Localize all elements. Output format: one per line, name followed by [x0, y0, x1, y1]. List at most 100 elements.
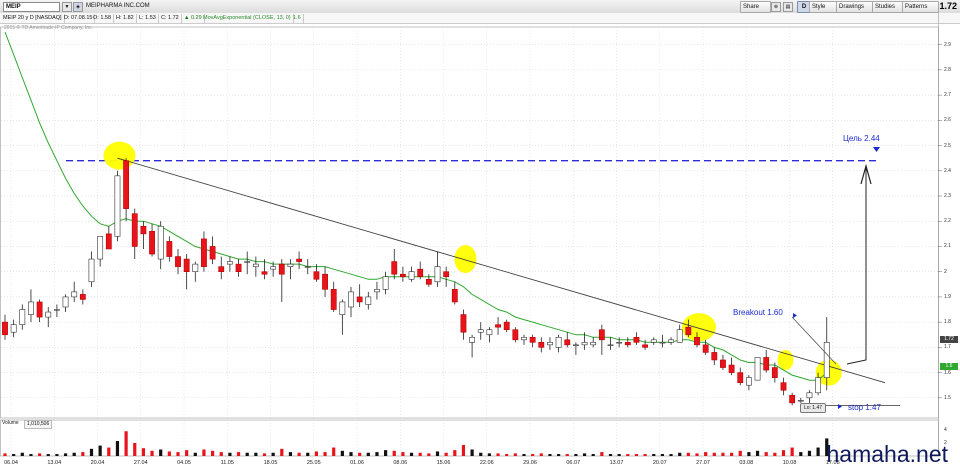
candle-body [278, 263, 285, 275]
volume-bar [461, 444, 466, 456]
volume-bar [12, 454, 16, 456]
x-tick-label: 04.05 [177, 460, 191, 466]
patterns-label: Patterns [905, 4, 928, 10]
candle-body [28, 301, 34, 315]
volume-bar [747, 452, 751, 456]
volume-bar [375, 452, 379, 456]
candle-body [244, 261, 251, 263]
study-cell[interactable]: MovAvgExponential (CLOSE, 13, 0) [201, 14, 294, 23]
candle-body [797, 400, 804, 402]
change-cell: ▲ 0.29 [182, 14, 205, 23]
y-tick-label: 2.6 [944, 117, 951, 124]
candle-body [659, 342, 666, 344]
candle-body [720, 359, 726, 368]
candle-body [711, 352, 718, 361]
y-tick-label: 2.4 [944, 167, 951, 174]
x-tick-label: 15.06 [436, 460, 451, 466]
x-tick-label: 10.08 [782, 460, 797, 466]
volume-bar [686, 452, 690, 456]
highlight-marker [103, 141, 136, 170]
volume-bar [366, 452, 370, 456]
zoom-icon[interactable]: ⊕ [771, 2, 781, 12]
instrument-cell: MEIP 20 y D [NASDAQ] [1, 14, 65, 23]
candle-body [624, 342, 631, 346]
candle-body [183, 258, 190, 272]
volume-bar [384, 450, 388, 456]
study-value-cell: 1.6 [291, 14, 304, 23]
candle-body [607, 344, 614, 346]
candle-body [304, 266, 311, 268]
volume-bar [63, 453, 68, 456]
volume-bar [695, 453, 699, 456]
symbol-input[interactable]: MEIP [3, 2, 60, 12]
symbol-dropdown-icon[interactable]: ▼ [62, 2, 72, 12]
candle-body [227, 261, 233, 265]
candle-body [408, 271, 415, 280]
patterns-button[interactable]: Patterns [902, 1, 939, 13]
candle-body [235, 263, 242, 272]
candle-body [676, 329, 683, 343]
candle-body [650, 339, 657, 343]
volume-bar [228, 452, 232, 456]
volume-bar [3, 453, 7, 456]
timeframe-icon[interactable]: ▤ [783, 2, 793, 12]
x-tick-label: 27.07 [696, 460, 710, 466]
candle-body [780, 382, 787, 391]
candle-body [123, 160, 129, 209]
candle-body [218, 266, 225, 272]
candle-body [252, 263, 259, 267]
volume-bar [115, 441, 120, 456]
x-tick-label: 13.04 [47, 460, 62, 466]
volume-bar [704, 452, 708, 456]
y-tick-label: 2.5 [944, 142, 951, 149]
candle-body [261, 271, 268, 275]
candle-body [391, 261, 398, 275]
candle-body [538, 342, 545, 348]
candle-body [71, 291, 78, 298]
candle-body [642, 344, 648, 348]
share-button[interactable]: Share [740, 1, 771, 13]
studies-label: Studies [875, 4, 896, 10]
volume-bar [453, 450, 457, 456]
candle-body [633, 336, 640, 343]
candle-body [598, 329, 605, 341]
ema-line [4, 31, 828, 381]
candle-body [572, 344, 579, 346]
volume-bar [781, 450, 786, 456]
volume-bar [418, 452, 422, 456]
candle-body [728, 364, 735, 373]
candle-body [382, 276, 389, 290]
volume-bar [271, 452, 275, 456]
candle-body [53, 309, 60, 311]
watermark: hamaha.net [826, 441, 948, 467]
volume-bar [738, 450, 742, 456]
y-tick-label: 2.2 [944, 218, 951, 225]
volume-bar [634, 454, 639, 456]
trendline [117, 157, 886, 384]
volume-bar [764, 452, 768, 456]
volume-bar [557, 454, 561, 456]
volume-bar [496, 453, 500, 456]
y-tick-label: 2.9 [944, 41, 951, 48]
candle-body [512, 329, 519, 341]
candle-body [564, 339, 571, 346]
volume-value: 1,010,506 [24, 420, 53, 429]
volume-bar [254, 452, 258, 456]
volume-label: Volume [2, 420, 19, 426]
candle-body [745, 377, 752, 386]
volume-bar [470, 449, 474, 456]
candle-body [815, 377, 821, 394]
close-cell: C: 1.72 [159, 14, 182, 23]
candle-body [10, 324, 17, 333]
open-cell: O: 1.58 [91, 14, 115, 23]
candle-body [114, 175, 121, 237]
x-tick-label: 22.06 [479, 460, 494, 466]
volume-bar [133, 442, 137, 456]
candle-body [209, 246, 216, 260]
last-price-tag: 1.72 [940, 336, 958, 343]
candle-body [36, 301, 43, 318]
symbol-lookup-icon[interactable]: ◈ [73, 2, 83, 12]
studies-button[interactable]: Studies [872, 1, 905, 13]
candle-body [763, 357, 770, 371]
